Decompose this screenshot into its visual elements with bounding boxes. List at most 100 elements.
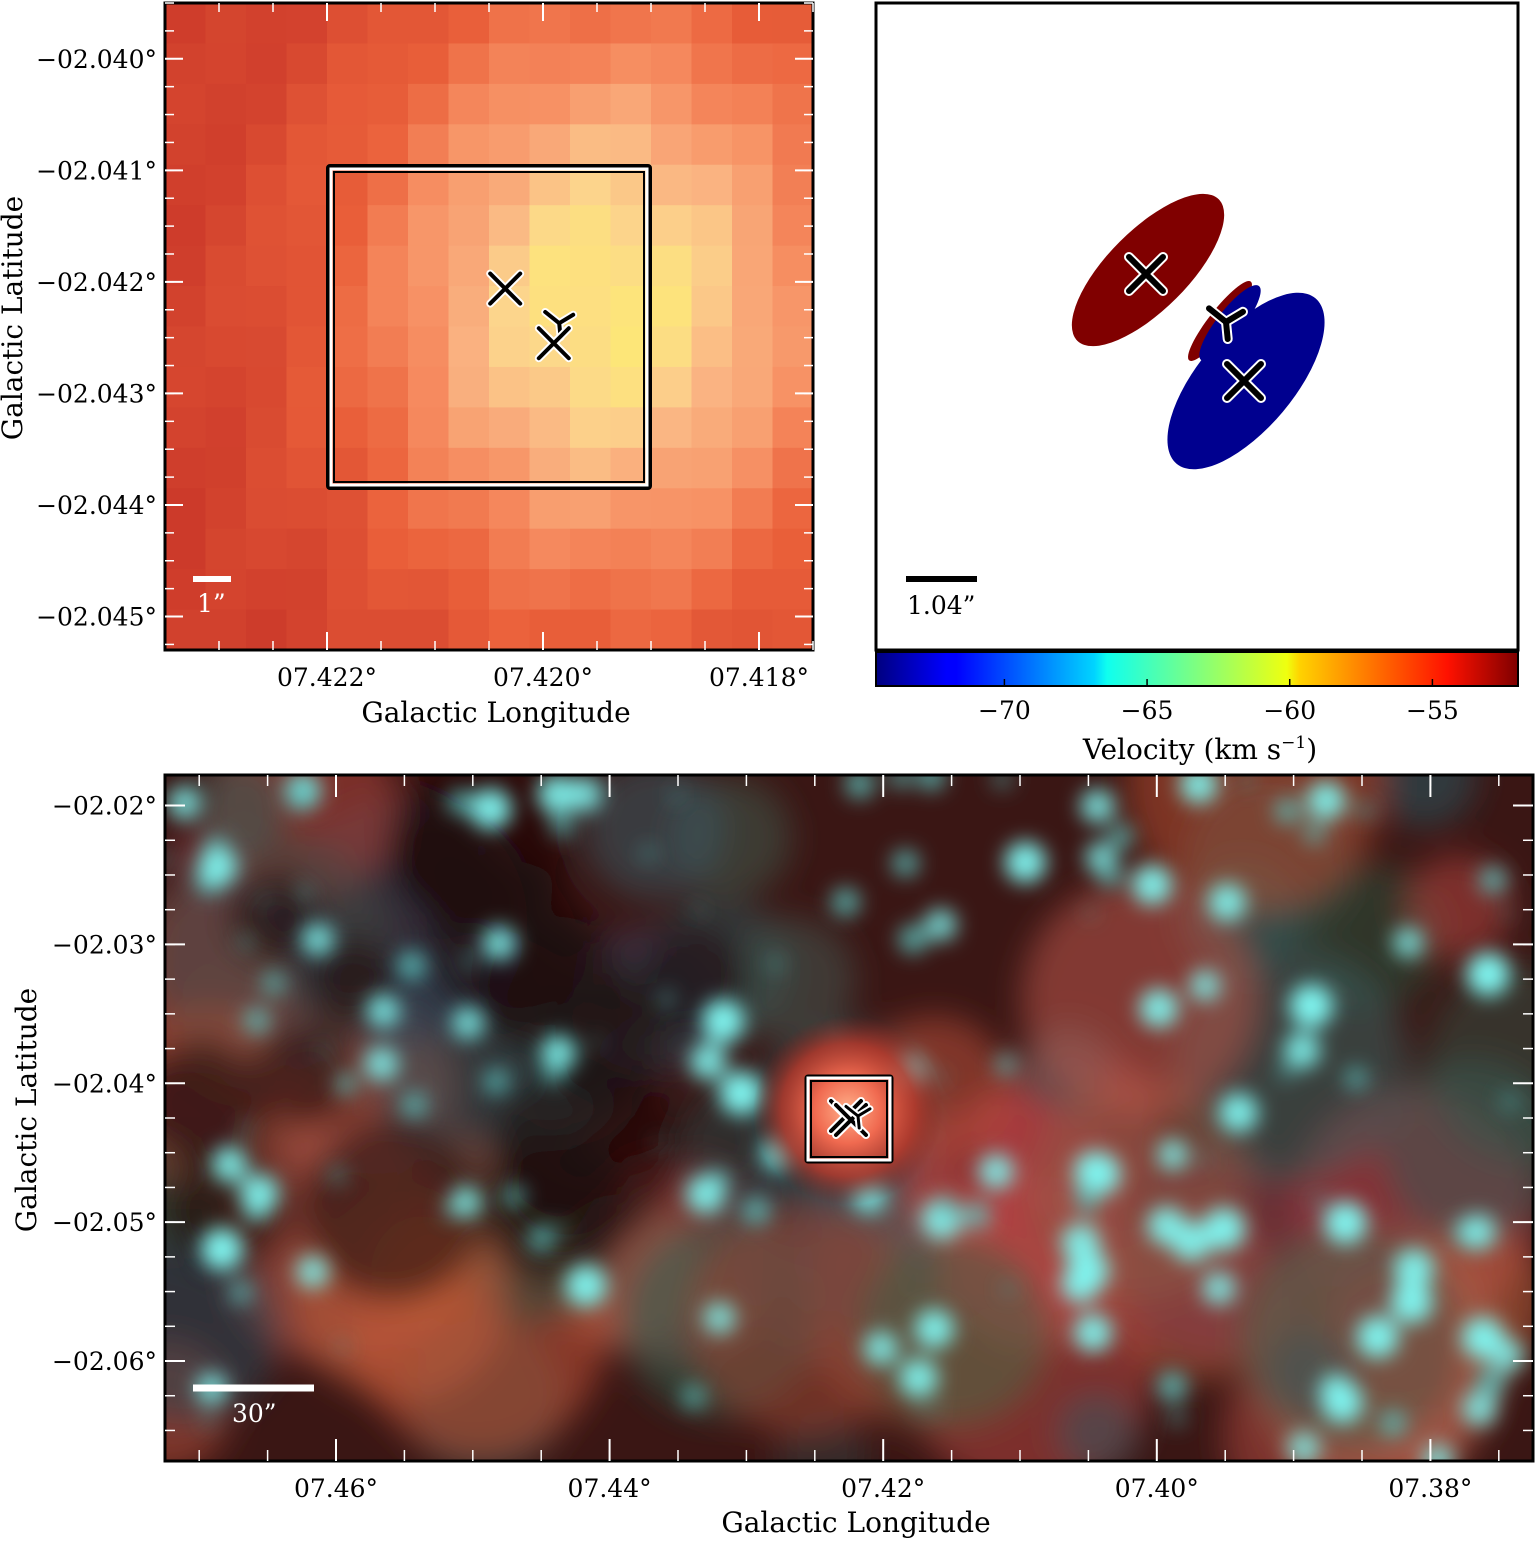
y-tick-label: −02.05° [52,1208,157,1237]
star [1157,1370,1188,1402]
heatmap-pixel [651,83,693,125]
heatmap-pixel [570,488,612,530]
heatmap-pixel [489,407,531,449]
plot-frame [874,1,1520,652]
heatmap-pixel [610,286,652,328]
heatmap-pixel [286,447,328,489]
star [1310,1192,1326,1208]
heatmap-pixel [772,569,813,611]
star [916,775,946,791]
star [401,1091,428,1119]
heatmap-pixel [327,569,369,611]
star [845,775,875,799]
heatmap-pixel [367,245,409,287]
heatmap-pixel [610,205,652,247]
heatmap-pixel [570,164,612,206]
star [1354,799,1375,821]
x-tick-label: 07.40° [1115,1474,1199,1503]
heatmap-pixel [205,569,247,611]
star [1306,781,1346,820]
heatmap-pixel [529,43,571,85]
heatmap-pixel [732,245,774,287]
heatmap-pixel [246,488,288,530]
heatmap-pixel [286,3,328,45]
nebula-patch [1372,775,1477,828]
x-tick-label: 07.42° [841,1474,925,1503]
heatmap-pixel [408,569,450,611]
heatmap-pixel [448,609,490,650]
heatmap-pixel [732,205,774,247]
y-tick-label: −02.04° [52,1069,157,1098]
star [1275,1063,1295,1083]
extraction-box-white [329,167,649,487]
heatmap-pixel [367,205,409,247]
heatmap-pixel [286,326,328,368]
heatmap-pixel [165,43,207,85]
heatmap-pixel [651,488,693,530]
heatmap-pixel [286,286,328,328]
star [237,1121,254,1137]
heatmap-pixel [408,3,450,45]
heatmap-pixel [570,205,612,247]
heatmap-pixel [246,3,288,45]
heatmap-pixel [732,3,774,45]
star [1478,865,1508,895]
star [1461,1391,1497,1426]
heatmap-pixel [246,609,288,650]
heatmap-pixel [732,488,774,530]
heatmap-pixel [448,43,490,85]
heatmap-pixel [489,528,531,570]
heatmap-pixel [408,124,450,166]
heatmap-pixel [691,569,733,611]
heatmap-pixel [205,164,247,206]
star [767,955,785,973]
heatmap-pixel [448,326,490,368]
star [295,883,314,902]
nebula-patch [858,1235,1052,1429]
star [1379,1410,1407,1437]
star [1392,927,1424,959]
heatmap-pixel [732,286,774,328]
star [991,775,1013,790]
heatmap-pixel [408,488,450,530]
star [1390,1280,1433,1324]
heatmap-pixel [651,205,693,247]
heatmap-pixel [327,488,369,530]
star [229,1280,253,1305]
star [165,851,174,867]
heatmap-pixel [205,245,247,287]
heatmap-pixel [732,164,774,206]
wide-field-panel: 30” 07.46° 07.44° 07.42° 07.40° 07.38° −02.02… [10,773,1535,1539]
star [1303,822,1326,845]
heatmap-pixel [651,407,693,449]
heatmap-pixel [367,326,409,368]
heatmap-pixel [570,609,612,650]
star [534,1221,553,1240]
star [685,1174,725,1214]
y-axis-label: Galactic Latitude [0,196,29,440]
star [1466,952,1511,997]
heatmap-pixel [286,407,328,449]
heatmap-pixel [286,488,328,530]
heatmap-pixel [246,205,288,247]
source-markers [827,1097,874,1139]
heatmap-pixel [570,569,612,611]
star [483,1068,509,1095]
tri-marker [1204,303,1248,344]
star [652,1137,665,1150]
star [295,1254,330,1289]
heatmap-pixel [327,609,369,650]
heatmap-pixel [691,366,733,408]
heatmap-pixel [489,326,531,368]
heatmap-pixel [367,3,409,45]
star [1198,1153,1212,1167]
heatmap-pixel [408,245,450,287]
y-tick-label: −02.043° [36,379,157,408]
heatmap-pixel [651,609,693,650]
heatmap-pixel [246,326,288,368]
heatmap-pixel [651,43,693,85]
star [565,1264,607,1307]
heatmap-pixel [408,407,450,449]
heatmap-pixel [529,488,571,530]
